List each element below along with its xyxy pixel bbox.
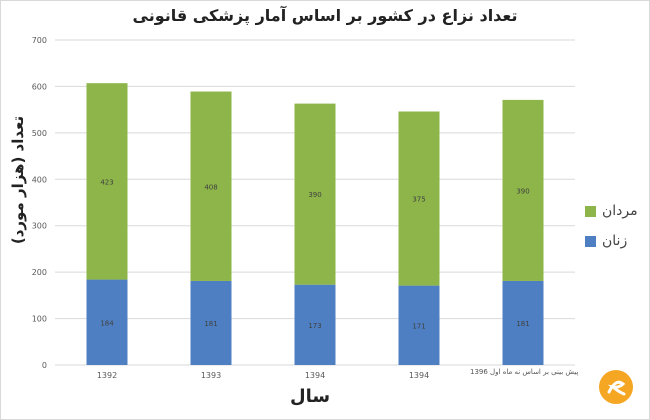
chart-title: تعداد نزاع در کشور بر اساس آمار پزشکی قا… (132, 6, 518, 25)
data-label: 390 (308, 191, 321, 199)
x-tick-label: 1393 (201, 371, 221, 380)
forecast-note: پیش بینی بر اساس نه ماه اول 1396 (470, 368, 579, 376)
data-label: 171 (412, 322, 425, 330)
y-tick-label: 0 (42, 361, 47, 370)
y-tick-label: 300 (32, 222, 47, 231)
bar-segment-men (294, 103, 336, 285)
bar-segment-women (502, 280, 544, 365)
data-label: 173 (308, 322, 321, 330)
y-axis-label: تعداد (هزار مورد) (9, 115, 27, 245)
bar-segment-women (86, 279, 128, 365)
y-tick-label: 400 (32, 175, 47, 184)
y-tick-label: 100 (32, 315, 47, 324)
legend-swatch-women (585, 235, 596, 247)
legend-item-women: زنان (585, 226, 649, 256)
x-tick-label: 1392 (97, 371, 117, 380)
x-axis-label: سال (289, 386, 331, 407)
data-label: 184 (100, 319, 114, 327)
data-label: 375 (412, 196, 425, 204)
bar-segment-men (190, 91, 232, 281)
bar-segment-men (502, 99, 544, 281)
legend: مردان زنان (585, 196, 649, 256)
publisher-logo-icon (599, 370, 633, 404)
legend-swatch-men (585, 205, 596, 217)
data-label: 181 (516, 320, 529, 328)
y-tick-label: 600 (32, 82, 47, 91)
bar-segment-women (190, 280, 232, 365)
legend-item-men: مردان (585, 196, 649, 226)
bar-segment-women (294, 284, 336, 365)
data-label: 181 (204, 320, 217, 328)
data-label: 390 (516, 187, 529, 195)
y-tick-label: 500 (32, 129, 47, 138)
bar-segment-men (86, 83, 128, 280)
y-tick-label: 200 (32, 268, 47, 277)
bar-segment-men (398, 111, 440, 286)
bar-segment-women (398, 285, 440, 365)
legend-label-women: زنان (602, 233, 628, 249)
x-tick-label: 1394 (409, 371, 429, 380)
data-label: 408 (204, 183, 217, 191)
x-tick-label: 1394 (305, 371, 325, 380)
y-tick-label: 700 (32, 36, 47, 45)
legend-label-men: مردان (602, 203, 638, 219)
y-axis-label-wrap: تعداد (هزار مورد) (4, 80, 32, 280)
data-label: 423 (100, 178, 113, 186)
